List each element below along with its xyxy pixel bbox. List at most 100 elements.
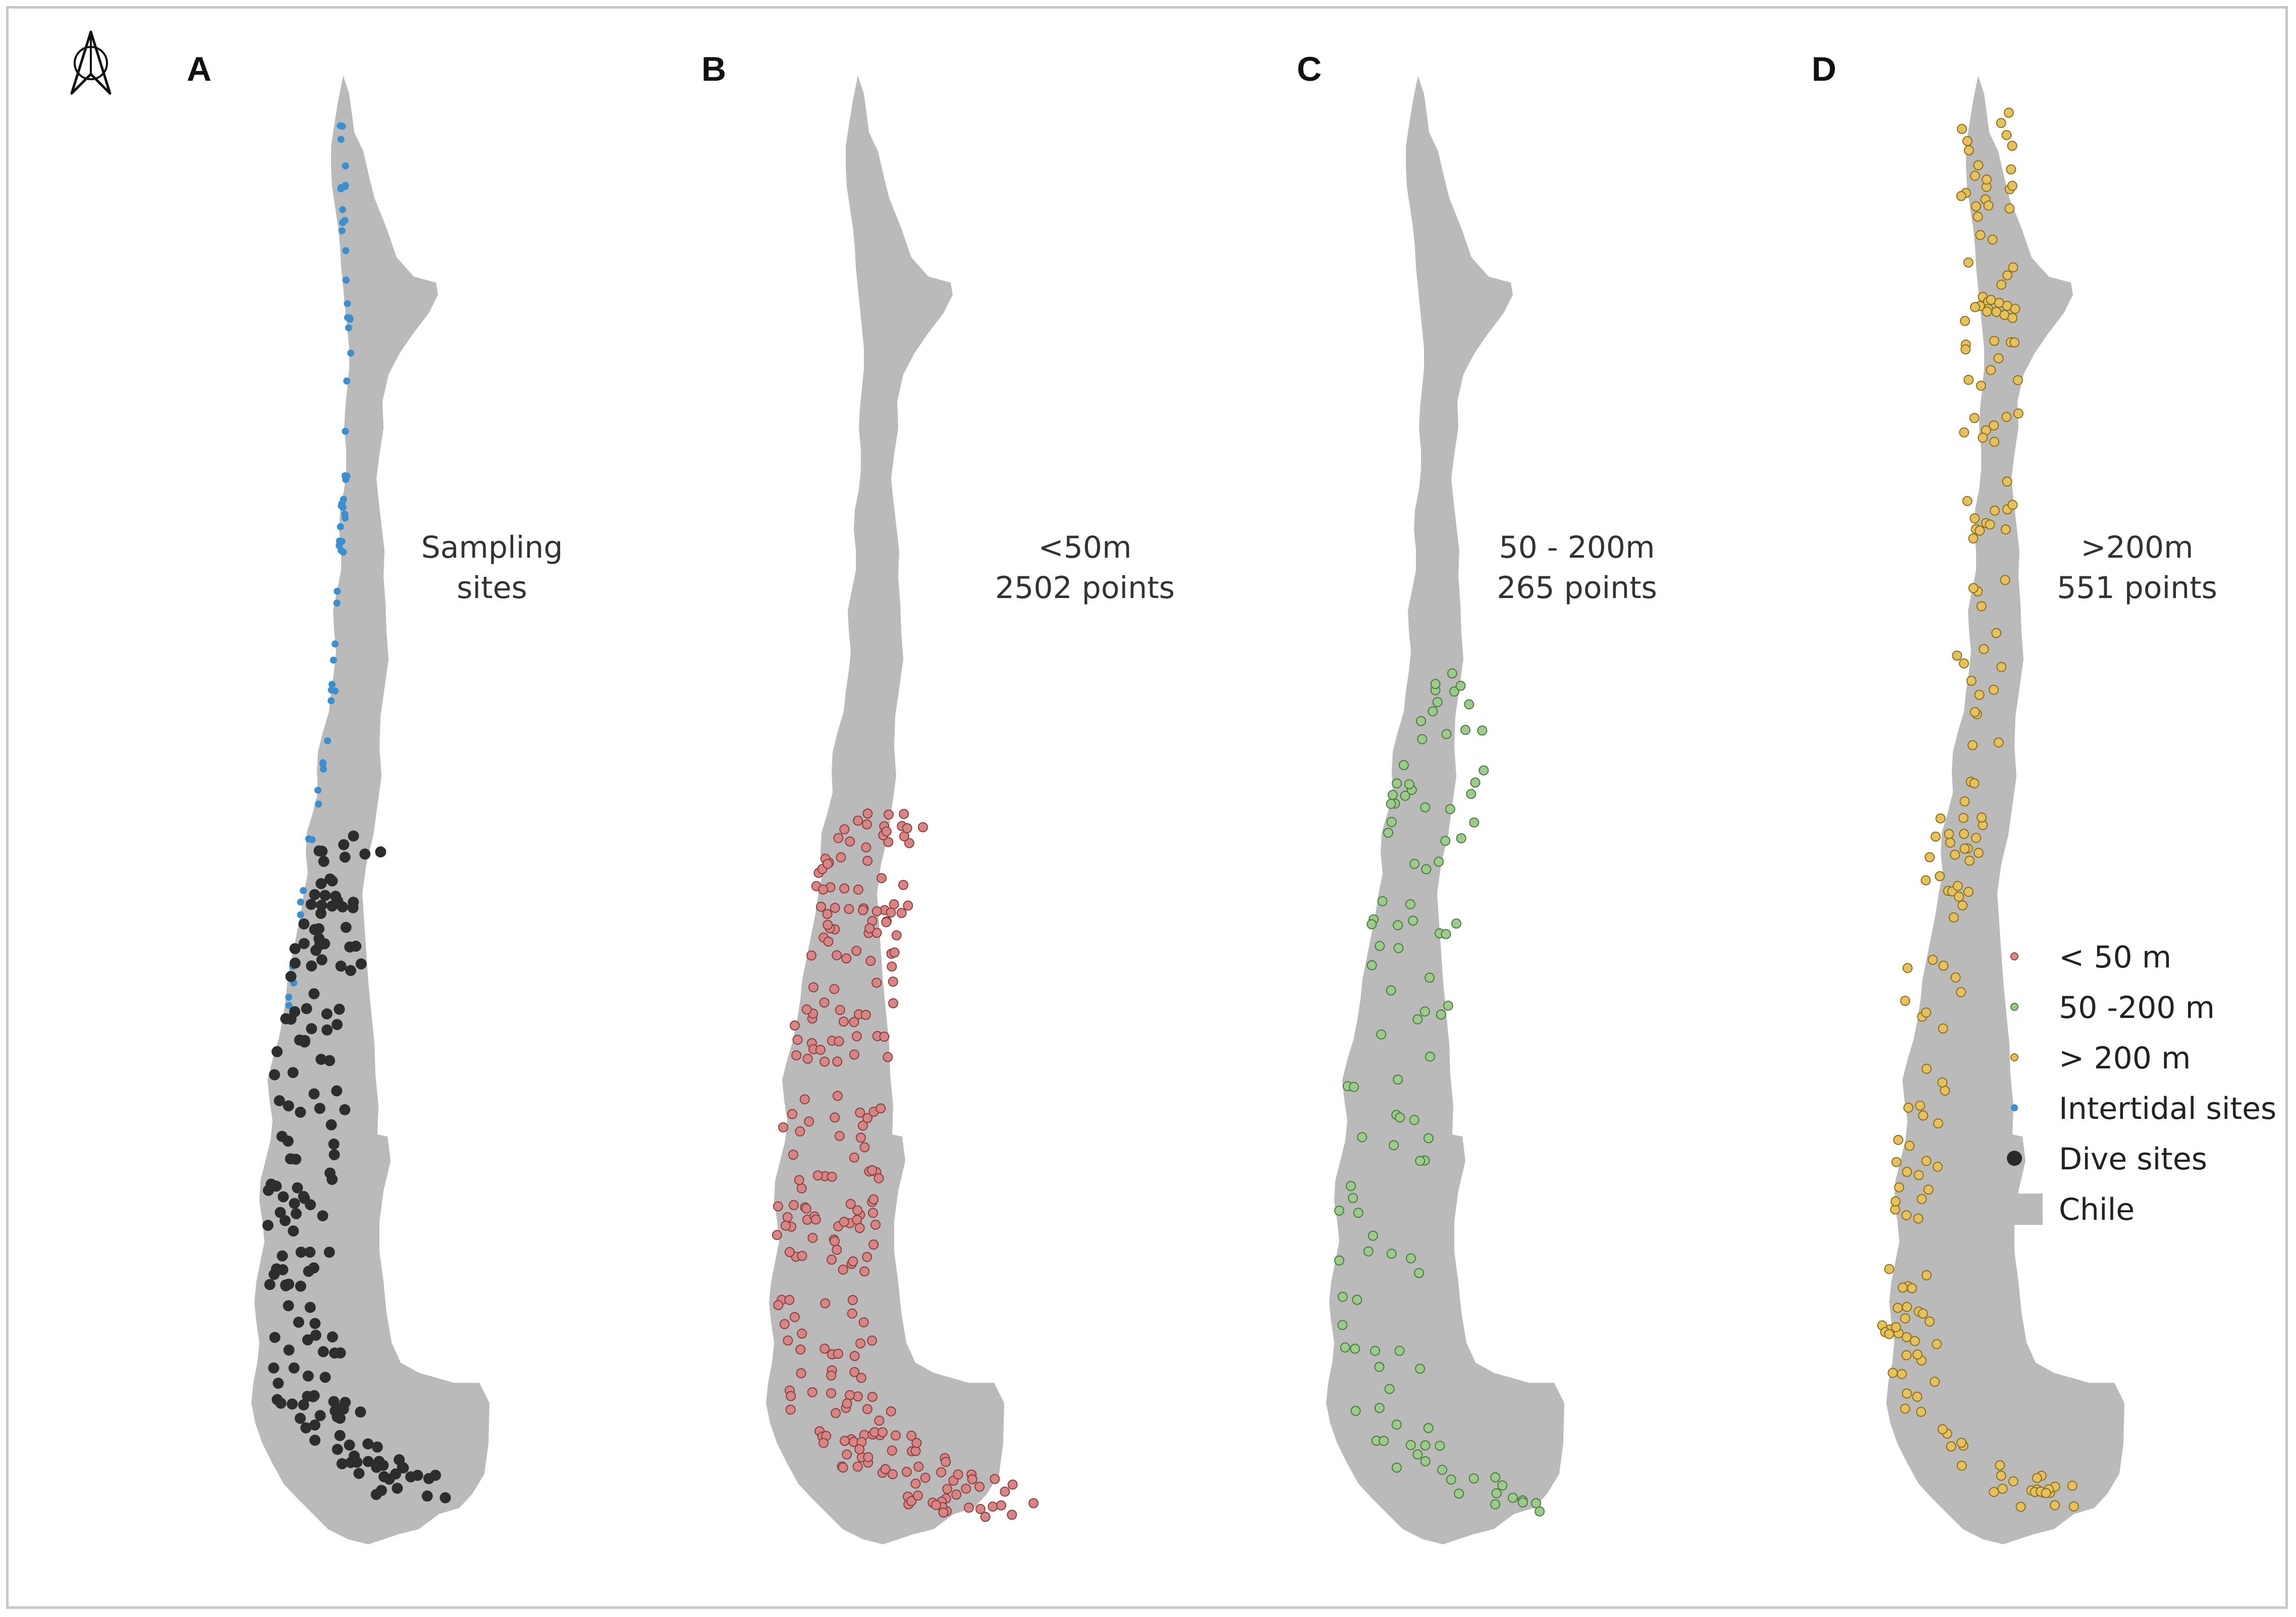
- dive-site-marker: [394, 1454, 405, 1466]
- mid-point-marker: [1531, 1498, 1541, 1508]
- mid-point-marker: [1363, 1246, 1374, 1257]
- shallow-point-marker: [832, 1091, 843, 1101]
- shallow-point-marker: [931, 1500, 942, 1511]
- mid-point-marker: [1449, 686, 1459, 697]
- shallow-point-marker: [913, 1490, 923, 1501]
- deep-point-marker: [1962, 136, 1973, 146]
- dive-site-marker: [335, 960, 347, 972]
- mid-point-marker: [1383, 828, 1393, 838]
- deep-point-marker: [1959, 829, 1970, 839]
- dive-site-marker: [323, 1247, 335, 1258]
- mid-point-marker: [1374, 1362, 1385, 1372]
- shallow-point-marker: [819, 1343, 830, 1354]
- dive-site-marker: [288, 1362, 300, 1374]
- shallow-point-marker: [888, 977, 898, 987]
- deep-point-marker: [1893, 1135, 1903, 1145]
- dive-site-marker: [335, 1347, 346, 1359]
- panel-a: A Sampling sites: [187, 50, 563, 1544]
- shallow-point-marker: [1000, 1486, 1010, 1497]
- shallow-point-marker: [818, 884, 829, 895]
- deep-point-marker: [1991, 628, 2002, 638]
- deep-point-marker: [1996, 662, 2007, 672]
- intertidal-site-marker: [334, 587, 341, 595]
- panel-letter-d: D: [1812, 50, 1836, 88]
- shallow-point-marker: [808, 982, 818, 993]
- intertidal-site-marker: [297, 911, 304, 919]
- deep-point-marker: [1996, 280, 2007, 290]
- shallow-point-marker: [891, 930, 902, 941]
- deep-point-marker: [2001, 412, 2012, 422]
- deep-point-marker: [1909, 1336, 1920, 1346]
- legend-item-mid: 50 -200 m: [2010, 990, 2215, 1026]
- shallow-point-marker: [1028, 1498, 1039, 1508]
- mid-point-marker: [1535, 1506, 1545, 1517]
- dive-site-marker: [362, 1456, 374, 1467]
- deep-point-marker: [2032, 1473, 2042, 1483]
- mid-point-marker: [1389, 1140, 1399, 1151]
- dive-site-marker: [331, 1085, 343, 1097]
- mid-point-marker: [1434, 856, 1444, 867]
- dive-site-marker: [271, 1394, 283, 1406]
- dive-site-marker: [262, 1184, 274, 1196]
- shallow-point-marker: [807, 1387, 817, 1397]
- shallow-point-marker: [829, 984, 840, 994]
- shallow-point-marker: [839, 824, 850, 835]
- panel-b: B <50m 2502 points: [701, 50, 1175, 1544]
- shallow-point-marker: [801, 1004, 812, 1015]
- mid-point-marker: [1456, 833, 1466, 844]
- mid-point-marker: [1451, 918, 1461, 929]
- deep-point-marker: [1902, 1388, 1912, 1399]
- mid-point-marker: [1384, 1384, 1395, 1394]
- intertidal-site-marker: [337, 184, 345, 191]
- shallow-point-marker: [855, 1107, 865, 1118]
- mid-point-marker: [1468, 1473, 1479, 1484]
- shallow-point-marker: [782, 1212, 793, 1222]
- shallow-point-marker: [786, 1391, 796, 1402]
- mid-point-marker: [1387, 790, 1398, 800]
- mid-point-marker: [1386, 1249, 1397, 1259]
- mid-point-marker: [1490, 1499, 1501, 1510]
- deep-point-marker: [1989, 505, 2000, 516]
- deep-point-marker: [1921, 1063, 1932, 1074]
- dive-site-marker: [421, 1490, 433, 1502]
- shallow-point-marker: [920, 1473, 931, 1483]
- intertidal-site-marker: [342, 162, 349, 170]
- shallow-point-marker: [773, 1300, 784, 1310]
- dive-site-marker: [321, 1008, 333, 1019]
- deep-point-marker: [1904, 1141, 1915, 1151]
- dive-site-marker: [314, 1410, 326, 1421]
- dive-site-marker: [347, 902, 359, 913]
- mid-point-marker: [1391, 1419, 1402, 1430]
- shallow-point-marker: [936, 1467, 947, 1478]
- shallow-point-marker: [772, 1230, 782, 1241]
- dive-site-marker: [319, 890, 331, 901]
- shallow-point-marker: [812, 1170, 823, 1181]
- shallow-point-marker: [849, 1367, 860, 1377]
- shallow-point-marker: [852, 1205, 863, 1216]
- chile-map-c: [1326, 76, 1564, 1544]
- shallow-point-marker: [942, 1484, 953, 1494]
- dive-site-marker: [283, 1300, 294, 1312]
- deep-point-marker: [2001, 130, 2012, 140]
- deep-point-marker: [2002, 270, 2012, 281]
- deep-point-marker: [1901, 1332, 1912, 1342]
- mid-point-marker: [1357, 1132, 1368, 1143]
- shallow-point-marker: [855, 1338, 865, 1349]
- deep-point-marker: [1963, 257, 1974, 268]
- deep-point-marker: [1903, 1102, 1914, 1113]
- shallow-point-marker: [886, 1406, 896, 1417]
- deep-point-marker: [1912, 1349, 1923, 1360]
- dive-site-marker: [280, 1279, 292, 1291]
- deep-point-marker: [2050, 1500, 2060, 1511]
- deep-point-marker: [1987, 234, 1998, 245]
- deep-point-marker: [1884, 1329, 1894, 1339]
- shallow-point-marker: [807, 1232, 818, 1243]
- dive-site-marker: [321, 1024, 333, 1036]
- shallow-point-marker: [834, 1130, 845, 1141]
- shallow-point-marker: [886, 907, 896, 918]
- dive-site-marker: [298, 938, 310, 949]
- deep-point-marker: [1932, 1339, 1942, 1350]
- shallow-point-marker: [784, 1247, 795, 1257]
- shallow-point-marker: [862, 808, 873, 819]
- dive-site-marker: [398, 1462, 409, 1474]
